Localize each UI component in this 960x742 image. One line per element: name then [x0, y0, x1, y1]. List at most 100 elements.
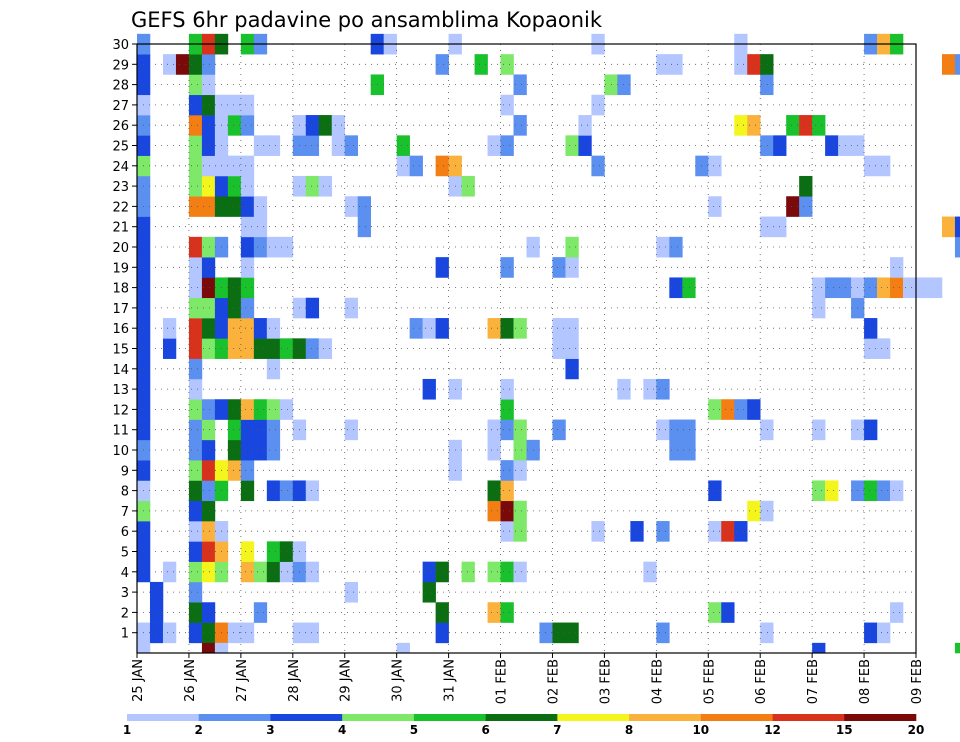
heatmap-cell: [760, 54, 774, 75]
heatmap-cell: [201, 115, 216, 136]
heatmap-cell: [812, 642, 826, 654]
x-tick-label: 09 FEB: [910, 659, 925, 704]
heatmap-cell: [240, 439, 255, 461]
heatmap-cell: [760, 216, 774, 238]
heatmap-cell: [812, 297, 826, 319]
heatmap-cell: [227, 318, 242, 339]
heatmap-cell: [344, 196, 359, 217]
heatmap-cell: [617, 378, 631, 400]
heatmap-cell: [565, 622, 579, 644]
heatmap-cell: [201, 297, 216, 319]
heatmap-cell: [591, 155, 605, 177]
heatmap-cell: [305, 297, 320, 319]
heatmap-cell: [708, 521, 722, 542]
heatmap-cells: [137, 33, 960, 654]
heatmap-cell: [682, 439, 696, 461]
heatmap-cell: [396, 135, 410, 156]
heatmap-cell: [941, 54, 956, 75]
heatmap-cell: [188, 135, 203, 156]
colorbar: 1 2 3 4 5 6 7 8 10 12 15 20: [123, 714, 925, 737]
heatmap-cell: [864, 277, 878, 299]
heatmap-cell: [552, 318, 566, 339]
heatmap-cell: [669, 236, 683, 258]
heatmap-cell: [188, 74, 203, 96]
heatmap-cell: [162, 561, 177, 583]
heatmap-cell: [188, 460, 203, 481]
heatmap-cell: [318, 175, 333, 197]
colorbar-swatch: [629, 714, 702, 721]
heatmap-cell: [721, 602, 735, 623]
colorbar-swatch: [270, 714, 343, 721]
heatmap-cell: [552, 419, 566, 441]
heatmap-cell: [487, 561, 501, 583]
y-tick-label: 15: [112, 343, 129, 358]
heatmap-cell: [435, 257, 449, 278]
heatmap-cell: [188, 115, 203, 136]
heatmap-cell: [201, 135, 216, 156]
heatmap-cell: [305, 622, 320, 644]
heatmap-cell: [201, 602, 216, 623]
heatmap-cell: [513, 500, 527, 522]
heatmap-cell: [435, 602, 449, 623]
heatmap-cell: [500, 378, 514, 400]
heatmap-cell: [643, 378, 657, 400]
heatmap-cell: [149, 622, 164, 644]
heatmap-cell: [422, 318, 436, 339]
heatmap-cell: [214, 642, 229, 654]
heatmap-cell: [864, 419, 878, 441]
heatmap-cell: [708, 155, 722, 177]
heatmap-cell: [890, 257, 904, 278]
heatmap-cell: [487, 500, 501, 522]
x-tick-label: 30 JAN: [391, 659, 406, 702]
heatmap-cell: [786, 196, 800, 217]
heatmap-cell: [864, 480, 878, 502]
heatmap-cell: [201, 480, 216, 502]
heatmap-cell: [721, 399, 735, 420]
y-tick-label: 9: [121, 464, 129, 479]
heatmap-cell: [877, 622, 891, 644]
colorbar-label: 20: [908, 723, 925, 737]
y-tick-label: 6: [121, 525, 129, 540]
heatmap-cell: [305, 561, 320, 583]
heatmap-cell: [266, 561, 281, 583]
heatmap-cell: [175, 54, 190, 75]
colorbar-label: 2: [195, 723, 203, 737]
heatmap-cell: [591, 521, 605, 542]
colorbar-label: 4: [338, 723, 346, 737]
heatmap-cell: [500, 135, 514, 156]
heatmap-cell: [279, 236, 294, 258]
heatmap-cell: [188, 439, 203, 461]
heatmap-cell: [760, 622, 774, 644]
heatmap-cell: [656, 54, 670, 75]
heatmap-cell: [487, 318, 501, 339]
heatmap-cell: [669, 54, 683, 75]
heatmap-cell: [253, 338, 268, 359]
heatmap-cell: [422, 378, 436, 400]
colorbar-swatch: [198, 714, 271, 721]
heatmap-cell: [513, 439, 527, 461]
heatmap-cell: [513, 74, 527, 96]
heatmap-cell: [760, 419, 774, 441]
heatmap-cell: [201, 236, 216, 258]
heatmap-cell: [487, 480, 501, 502]
heatmap-cell: [656, 378, 670, 400]
heatmap-cell: [266, 541, 281, 562]
heatmap-cell: [838, 277, 852, 299]
x-tick-label: 04 FEB: [650, 659, 665, 704]
heatmap-cell: [435, 622, 449, 644]
heatmap-cell: [500, 54, 514, 75]
heatmap-cell: [838, 135, 852, 156]
heatmap-cell: [760, 74, 774, 96]
heatmap-cell: [669, 277, 683, 299]
y-tick-label: 24: [112, 160, 129, 175]
heatmap-cell: [825, 480, 839, 502]
colorbar-label: 1: [123, 723, 131, 737]
heatmap-cell: [500, 460, 514, 481]
heatmap-cell: [188, 297, 203, 319]
heatmap-cell: [253, 236, 268, 258]
heatmap-cell: [253, 196, 268, 217]
heatmap-cell: [318, 338, 333, 359]
heatmap-cell: [266, 399, 281, 420]
x-tick-label: 02 FEB: [546, 659, 561, 704]
y-tick-label: 27: [112, 99, 129, 114]
